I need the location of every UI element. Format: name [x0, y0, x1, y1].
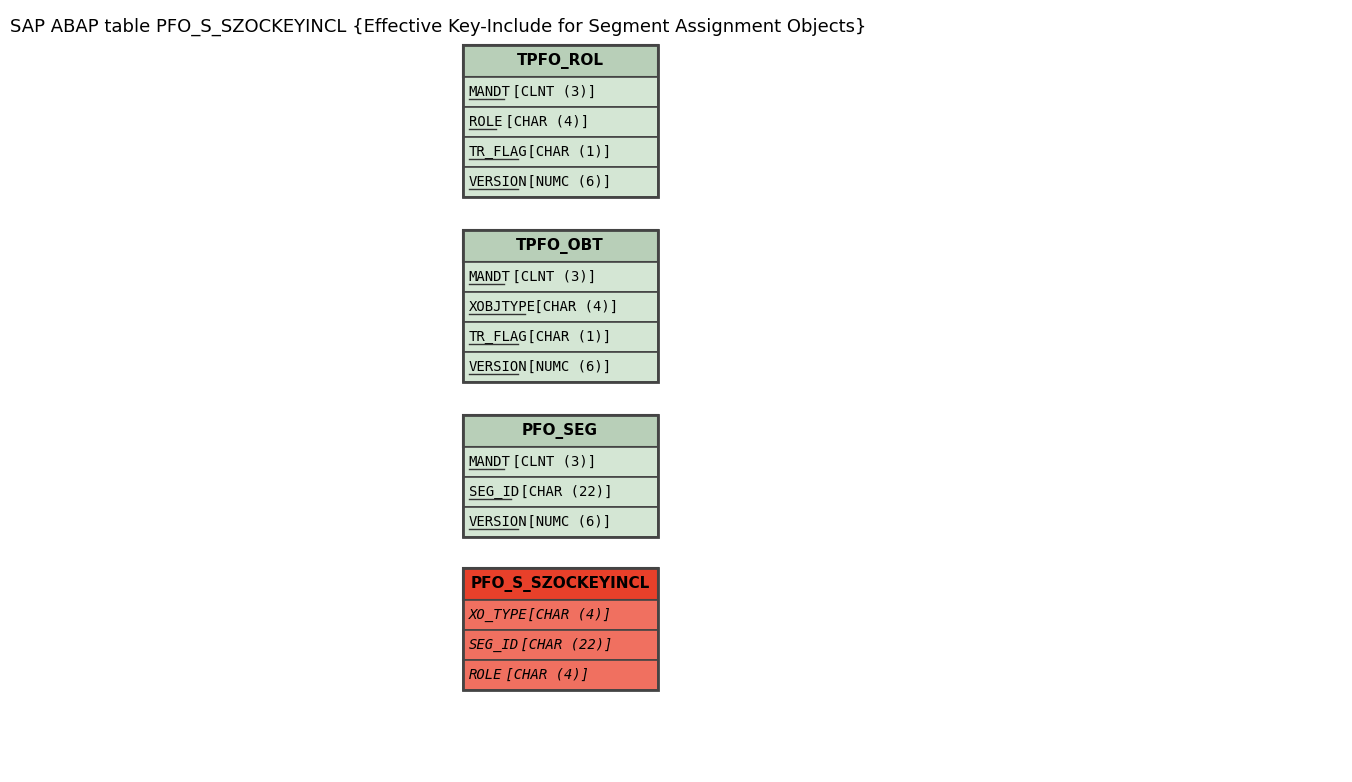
Text: MANDT: MANDT [469, 85, 510, 99]
Text: XOBJTYPE: XOBJTYPE [469, 300, 535, 314]
Text: [NUMC (6)]: [NUMC (6)] [519, 360, 611, 374]
Text: VERSION: VERSION [469, 515, 527, 529]
Text: TR_FLAG: TR_FLAG [469, 330, 527, 344]
Bar [462, 352, 657, 382]
Bar [462, 230, 657, 382]
Bar [462, 507, 657, 537]
Text: [NUMC (6)]: [NUMC (6)] [519, 175, 611, 189]
Bar [462, 447, 657, 477]
Bar [462, 262, 657, 292]
Bar [462, 107, 657, 137]
Text: TR_FLAG: TR_FLAG [469, 145, 527, 159]
Bar [462, 568, 657, 600]
Text: PFO_S_SZOCKEYINCL: PFO_S_SZOCKEYINCL [470, 576, 649, 592]
Bar [462, 477, 657, 507]
Bar [462, 568, 657, 690]
Bar [462, 415, 657, 537]
Text: [CHAR (4)]: [CHAR (4)] [526, 300, 618, 314]
Text: [CLNT (3)]: [CLNT (3)] [504, 270, 596, 284]
Text: SAP ABAP table PFO_S_SZOCKEYINCL {Effective Key-Include for Segment Assignment O: SAP ABAP table PFO_S_SZOCKEYINCL {Effect… [9, 18, 867, 36]
Bar [462, 77, 657, 107]
Text: [CHAR (1)]: [CHAR (1)] [519, 330, 611, 344]
Bar [462, 137, 657, 167]
Text: MANDT: MANDT [469, 455, 510, 469]
Text: MANDT: MANDT [469, 270, 510, 284]
Bar [462, 167, 657, 197]
Bar [462, 630, 657, 660]
Text: SEG_ID: SEG_ID [469, 485, 519, 499]
Text: PFO_SEG: PFO_SEG [522, 423, 598, 439]
Bar [462, 660, 657, 690]
Text: XO_TYPE: XO_TYPE [469, 608, 527, 622]
Text: TPFO_ROL: TPFO_ROL [516, 53, 603, 69]
Text: [CLNT (3)]: [CLNT (3)] [504, 85, 596, 99]
Text: [CHAR (4)]: [CHAR (4)] [498, 668, 589, 682]
Text: SEG_ID: SEG_ID [469, 638, 519, 652]
Text: TPFO_OBT: TPFO_OBT [516, 238, 604, 254]
Text: [CHAR (1)]: [CHAR (1)] [519, 145, 611, 159]
Text: [CHAR (4)]: [CHAR (4)] [498, 115, 589, 129]
Text: [CHAR (22)]: [CHAR (22)] [511, 485, 612, 499]
Text: ROLE: ROLE [469, 115, 502, 129]
Bar [462, 45, 657, 197]
Text: [CHAR (4)]: [CHAR (4)] [519, 608, 611, 622]
Text: ROLE: ROLE [469, 668, 502, 682]
Text: [NUMC (6)]: [NUMC (6)] [519, 515, 611, 529]
Bar [462, 415, 657, 447]
Bar [462, 600, 657, 630]
Bar [462, 292, 657, 322]
Bar [462, 230, 657, 262]
Bar [462, 45, 657, 77]
Text: [CLNT (3)]: [CLNT (3)] [504, 455, 596, 469]
Bar [462, 322, 657, 352]
Text: VERSION: VERSION [469, 175, 527, 189]
Text: [CHAR (22)]: [CHAR (22)] [511, 638, 612, 652]
Text: VERSION: VERSION [469, 360, 527, 374]
